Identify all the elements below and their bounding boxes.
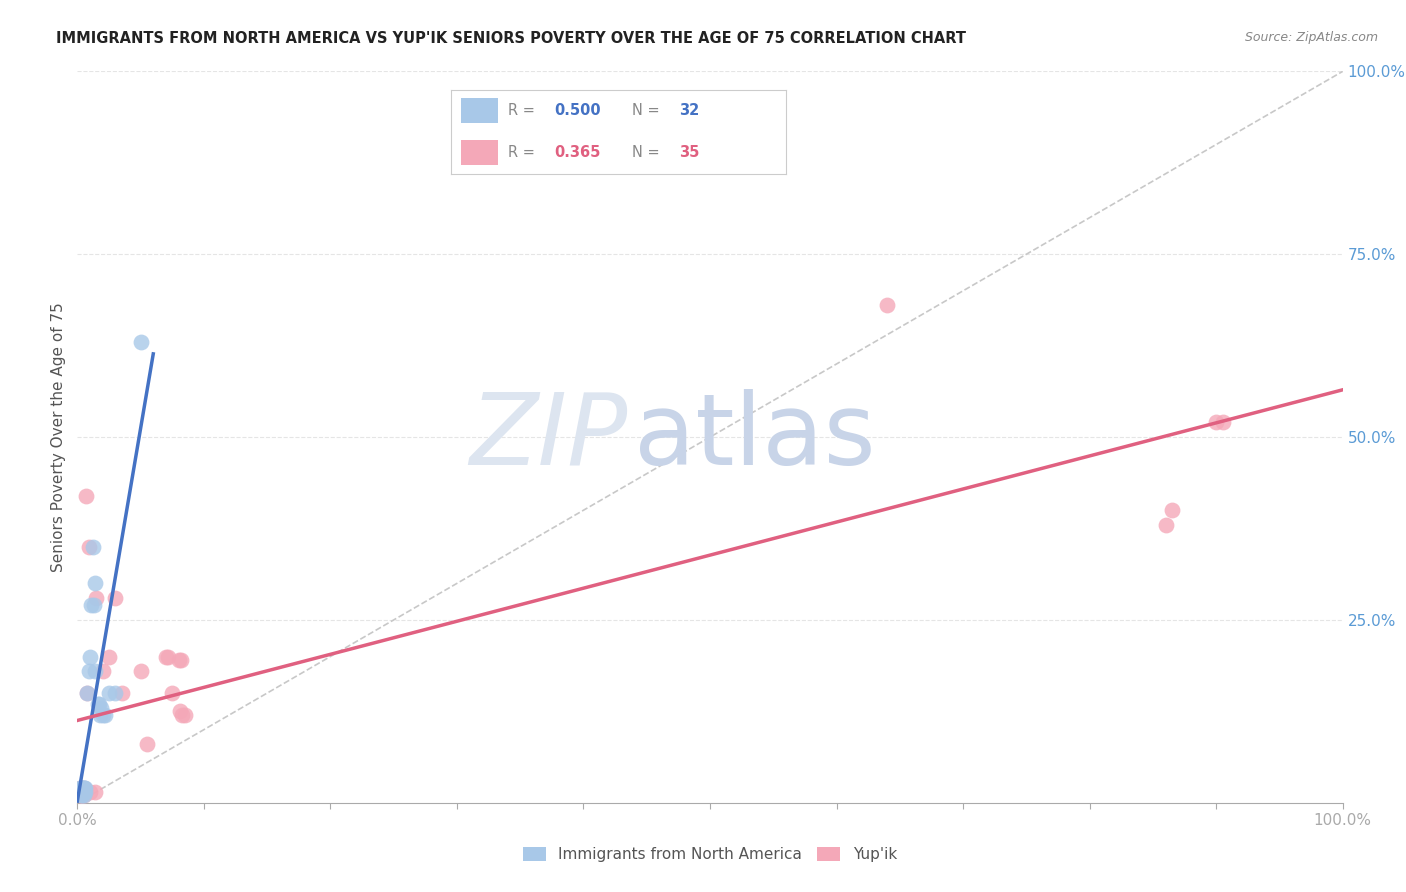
Point: [73, 789, 96, 803]
Y-axis label: Seniors Poverty Over the Age of 75: Seniors Poverty Over the Age of 75: [51, 302, 66, 572]
Point: [1212, 416, 1234, 430]
Point: [1154, 517, 1177, 532]
Point: [72, 781, 94, 796]
Point: [91, 708, 114, 723]
Point: [1205, 416, 1227, 430]
Point: [87, 697, 110, 711]
Point: [77, 540, 100, 554]
Point: [876, 298, 898, 312]
Point: [73, 785, 96, 799]
Point: [70, 789, 93, 803]
Text: ZIP: ZIP: [470, 389, 628, 485]
Point: [70, 785, 93, 799]
Point: [1161, 503, 1184, 517]
Point: [89, 708, 111, 723]
Text: Source: ZipAtlas.com: Source: ZipAtlas.com: [1244, 31, 1378, 45]
Point: [70, 789, 93, 803]
Point: [86, 697, 108, 711]
Point: [86, 591, 108, 605]
Legend: Immigrants from North America, Yup'ik: Immigrants from North America, Yup'ik: [517, 840, 903, 868]
Point: [73, 781, 96, 796]
Point: [69, 781, 91, 796]
Point: [76, 686, 98, 700]
Point: [72, 785, 94, 799]
Point: [162, 686, 183, 700]
Point: [82, 540, 104, 554]
Point: [72, 785, 94, 799]
Point: [104, 686, 127, 700]
Text: IMMIGRANTS FROM NORTH AMERICA VS YUP'IK SENIORS POVERTY OVER THE AGE OF 75 CORRE: IMMIGRANTS FROM NORTH AMERICA VS YUP'IK …: [56, 31, 966, 46]
Point: [69, 789, 91, 803]
Point: [72, 781, 94, 796]
Point: [167, 653, 190, 667]
Point: [90, 700, 112, 714]
Point: [70, 781, 93, 796]
Point: [174, 708, 197, 723]
Point: [170, 653, 193, 667]
Text: atlas: atlas: [634, 389, 876, 485]
Point: [76, 686, 98, 700]
Point: [77, 664, 100, 678]
Point: [79, 649, 101, 664]
Point: [73, 781, 96, 796]
Point: [84, 576, 107, 591]
Point: [80, 599, 103, 613]
Point: [72, 789, 94, 803]
Point: [91, 664, 114, 678]
Point: [136, 737, 159, 751]
Point: [169, 705, 191, 719]
Point: [70, 785, 93, 799]
Point: [98, 686, 120, 700]
Point: [84, 785, 107, 799]
Point: [69, 781, 91, 796]
Point: [73, 781, 96, 796]
Point: [73, 789, 96, 803]
Point: [84, 664, 107, 678]
Point: [72, 789, 94, 803]
Point: [155, 649, 177, 664]
Point: [172, 708, 194, 723]
Point: [111, 686, 132, 700]
Point: [73, 785, 96, 799]
Point: [69, 785, 91, 799]
Point: [69, 785, 91, 799]
Point: [79, 785, 101, 799]
Point: [70, 781, 93, 796]
Point: [104, 591, 127, 605]
Point: [75, 489, 97, 503]
Point: [157, 649, 180, 664]
Point: [94, 708, 117, 723]
Point: [83, 599, 105, 613]
Point: [73, 781, 96, 796]
Point: [98, 649, 120, 664]
Point: [129, 664, 152, 678]
Point: [129, 334, 152, 349]
